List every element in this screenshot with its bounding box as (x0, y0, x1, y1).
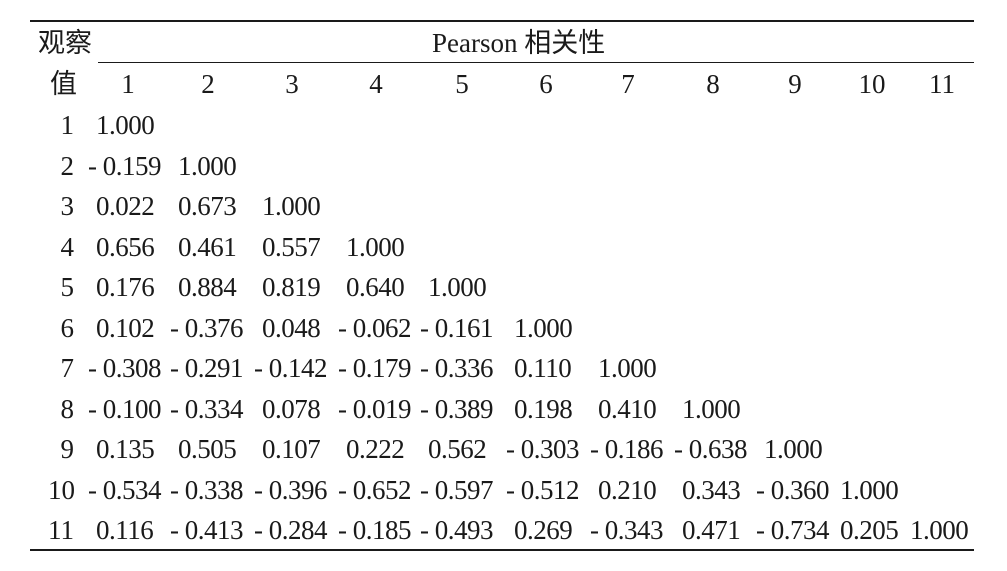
table-cell: 0.210 (598, 474, 657, 505)
table-cell: - 0.512 (506, 474, 580, 505)
corner-header-bottom: 值 (50, 69, 77, 99)
table-cell: - 0.534 (88, 474, 162, 505)
column-header: 9 (788, 69, 802, 99)
table-cell: - 0.734 (756, 515, 830, 545)
table-cell: 0.505 (178, 434, 237, 464)
table-cell: - 0.493 (420, 515, 494, 545)
table-cell: 0.562 (428, 434, 487, 464)
correlation-table: 观察 值 Pearson 相关性 1 2 3 4 5 6 7 8 9 10 11 1 1.000 2 - … (30, 0, 974, 571)
table-cell: 1.000 (682, 393, 741, 424)
table-cell: 1.000 (910, 515, 969, 545)
table-cell: 0.135 (96, 434, 155, 464)
table-cell: 0.656 (96, 231, 155, 262)
table-cell: 1.000 (178, 150, 237, 181)
table-cell: 0.116 (96, 515, 154, 545)
table-cell: - 0.284 (254, 515, 328, 545)
table-cell: 0.048 (262, 312, 321, 343)
table-cell: 0.557 (262, 231, 321, 262)
row-label: 10 (48, 474, 75, 505)
table-cell: - 0.652 (338, 474, 412, 505)
table-cell: 0.471 (682, 515, 741, 545)
table-cell: 0.110 (514, 353, 572, 383)
table-cell: 1.000 (428, 272, 487, 302)
table-cell: 0.819 (262, 272, 321, 302)
table-cell: 0.107 (262, 434, 321, 464)
table-cell: 0.410 (598, 393, 657, 424)
column-header: 1 (121, 69, 135, 99)
table-cell: 0.022 (96, 191, 155, 221)
row-label: 2 (60, 150, 75, 181)
table-cell: 1.000 (346, 231, 405, 262)
row-label: 7 (60, 353, 75, 383)
table-cell: 0.198 (514, 393, 573, 424)
table-cell: 0.343 (682, 474, 741, 505)
column-header: 7 (621, 69, 635, 99)
table-cell: - 0.100 (88, 393, 162, 424)
corner-header-top: 观察 (38, 28, 92, 58)
column-header: 6 (539, 69, 553, 99)
table-cell: - 0.338 (170, 474, 244, 505)
table-cell: - 0.413 (170, 515, 244, 545)
table-cell: - 0.019 (338, 393, 412, 424)
row-label: 3 (60, 191, 75, 221)
table-cell: 0.673 (178, 191, 237, 221)
table-cell: 0.461 (178, 231, 237, 262)
column-header: 10 (858, 69, 886, 99)
table-cell: - 0.389 (420, 393, 494, 424)
table-cell: - 0.396 (254, 474, 328, 505)
table-cell: - 0.161 (420, 312, 494, 343)
row-label: 11 (48, 515, 74, 545)
table-cell: - 0.179 (338, 353, 412, 383)
column-header: 11 (929, 69, 955, 99)
table-cell: 0.640 (346, 272, 405, 302)
row-label: 6 (60, 312, 75, 343)
column-header: 5 (455, 69, 469, 99)
table-cell: - 0.336 (420, 353, 494, 383)
table-cell: - 0.291 (170, 353, 244, 383)
row-label: 4 (60, 231, 75, 262)
column-header: 4 (369, 69, 383, 99)
table-cell: - 0.638 (674, 434, 748, 464)
row-label: 5 (60, 272, 75, 302)
table-cell: - 0.185 (338, 515, 412, 545)
row-label: 8 (60, 393, 75, 424)
table-cell: 0.176 (96, 272, 155, 302)
column-header: 3 (285, 69, 299, 99)
table-cell: - 0.062 (338, 312, 412, 343)
group-title: Pearson 相关性 (432, 28, 606, 58)
row-label: 1 (60, 110, 75, 140)
table-bottom-rule (30, 549, 974, 551)
table-top-rule (30, 20, 974, 22)
table-cell: 0.078 (262, 393, 321, 424)
table-cell: 1.000 (262, 191, 321, 221)
column-header: 2 (201, 69, 215, 99)
table-cell: 0.205 (840, 515, 899, 545)
table-cell: 1.000 (764, 434, 823, 464)
table-cell: - 0.360 (756, 474, 830, 505)
table-cell: 0.269 (514, 515, 573, 545)
table-cell: 0.102 (96, 312, 155, 343)
table-cell: 0.884 (178, 272, 237, 302)
header-group-rule (98, 62, 974, 63)
table-cell: - 0.159 (88, 150, 162, 181)
row-label: 9 (60, 434, 75, 464)
table-cell: - 0.186 (590, 434, 664, 464)
column-header: 8 (706, 69, 720, 99)
table-cell: 1.000 (840, 474, 899, 505)
table-cell: - 0.597 (420, 474, 494, 505)
table-cell: 1.000 (598, 353, 657, 383)
table-cell: - 0.142 (254, 353, 328, 383)
table-cell: - 0.308 (88, 353, 162, 383)
table-cell: - 0.303 (506, 434, 580, 464)
table-cell: - 0.334 (170, 393, 244, 424)
table-cell: 0.222 (346, 434, 405, 464)
table-cell: - 0.343 (590, 515, 664, 545)
table-cell: - 0.376 (170, 312, 244, 343)
table-cell: 1.000 (96, 110, 155, 140)
table-cell: 1.000 (514, 312, 573, 343)
